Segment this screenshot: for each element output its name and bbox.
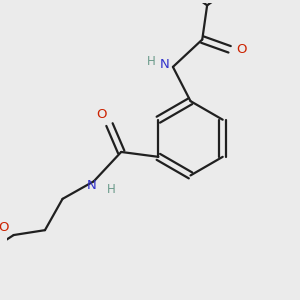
Text: O: O xyxy=(236,43,247,56)
Text: O: O xyxy=(0,221,9,234)
Text: N: N xyxy=(160,58,170,71)
Text: H: H xyxy=(147,55,156,68)
Text: O: O xyxy=(96,108,107,121)
Text: H: H xyxy=(107,183,116,196)
Text: N: N xyxy=(87,179,97,192)
